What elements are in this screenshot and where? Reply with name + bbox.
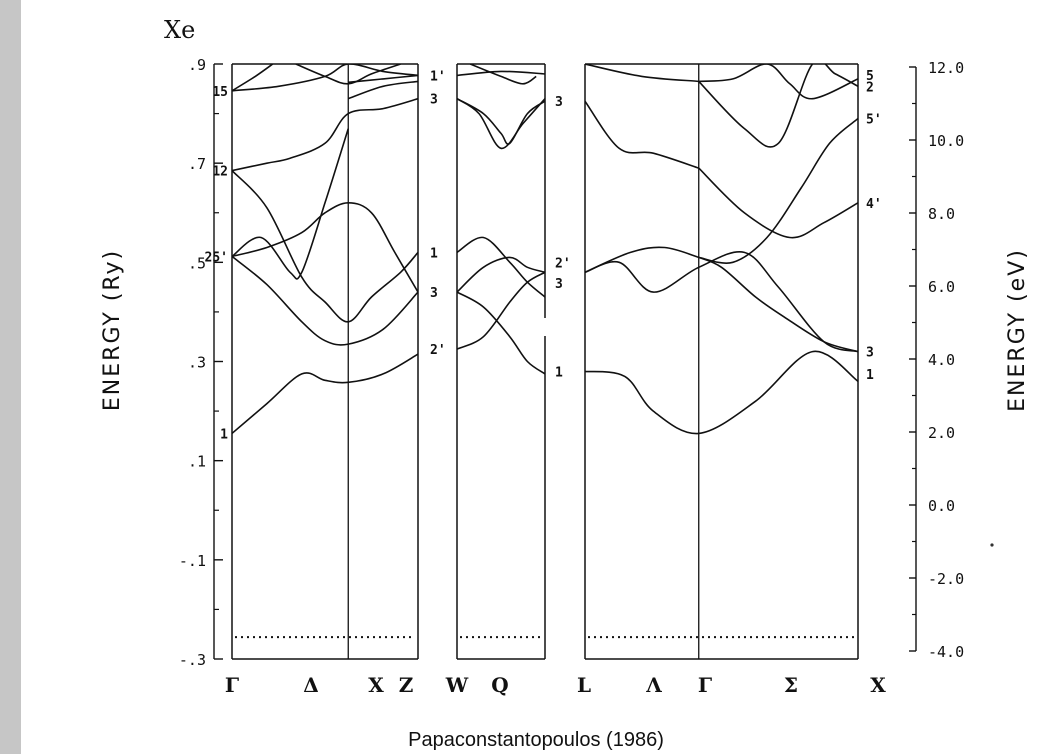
band-state-label: 5' — [866, 113, 882, 128]
chart-caption: Papaconstantopoulos (1986) — [408, 729, 664, 751]
right-tick-label: 10.0 — [928, 132, 964, 150]
k-point-label: X — [870, 673, 886, 697]
band-state-label: 3 — [866, 346, 874, 361]
right-tick-label: 8.0 — [928, 205, 955, 223]
band-line-p3-6 — [698, 167, 858, 239]
band-structure-chart: Xe ENERGY (Ry) ENERGY (eV) Papaconstanto… — [100, 16, 1030, 751]
chart-title: Xe — [164, 16, 195, 44]
right-tick-label: 4.0 — [928, 351, 955, 369]
bands-layer — [232, 64, 858, 435]
band-state-label: 4' — [866, 197, 882, 212]
band-line-p3-1 — [585, 350, 858, 435]
left-border-strip — [0, 0, 21, 754]
left-tick-label: -.1 — [179, 552, 206, 570]
band-line-p1-4 — [232, 128, 350, 280]
k-point-label: Γ — [225, 673, 239, 697]
band-line-p3-5 — [585, 100, 700, 169]
k-point-label: Δ — [303, 673, 319, 697]
band-line-p1-9 — [232, 64, 418, 92]
band-line-p2-6 — [457, 98, 545, 145]
right-tick-label: 6.0 — [928, 278, 955, 296]
band-state-label: 3 — [430, 93, 438, 108]
band-line-p1-7 — [348, 74, 418, 84]
band-line-p3-2 — [585, 251, 858, 353]
left-tick-label: .9 — [188, 56, 206, 74]
band-state-label: 12 — [212, 165, 228, 180]
k-point-label: Q — [491, 673, 508, 697]
axes-layer: .9 .7 .5 .3 .1 -.1 -.3 12.0 10.0 8.0 6.0 4.0 2.0 0.0 -… — [179, 56, 964, 669]
band-state-label: 15 — [212, 85, 228, 100]
band-line-p2-1 — [457, 271, 545, 350]
right-tick-label: 12.0 — [928, 59, 964, 77]
k-point-label: L — [577, 673, 591, 697]
band-line-p2-3 — [457, 256, 545, 293]
y-axis-title-left: ENERGY (Ry) — [100, 249, 125, 411]
band-line-p1-1 — [232, 353, 418, 435]
band-line-p3-3 — [585, 246, 700, 274]
band-line-p1-8 — [348, 80, 418, 100]
band-state-label: 3 — [555, 95, 563, 110]
band-line-p3-7 — [698, 117, 858, 264]
band-line-p2-7 — [457, 70, 545, 77]
right-tick-label: 0.0 — [928, 497, 955, 515]
left-tick-label: .5 — [188, 254, 206, 272]
left-tick-label: .3 — [188, 354, 206, 372]
band-line-p3-10 — [698, 64, 858, 148]
band-line-p1-11 — [295, 64, 401, 85]
band-line-p1-3 — [232, 201, 418, 293]
k-point-label: Γ — [698, 673, 712, 697]
k-point-label: W — [445, 673, 469, 697]
band-line-p3-4 — [698, 256, 858, 353]
band-state-label: 1' — [430, 69, 446, 84]
band-state-label: 1 — [220, 427, 228, 442]
band-state-label: 25' — [205, 250, 228, 265]
k-point-label: Σ — [784, 673, 798, 697]
band-line-p3-9 — [698, 64, 858, 100]
band-line-p2-2 — [457, 291, 545, 375]
band-state-label: 3 — [430, 286, 438, 301]
band-line-p1-10 — [232, 64, 274, 92]
k-point-label: X — [368, 673, 384, 697]
y-axis-title-right: ENERGY (eV) — [1005, 248, 1030, 412]
band-line-p2-4 — [457, 236, 545, 298]
band-line-p1-6 — [232, 97, 418, 172]
band-state-label: 3 — [555, 277, 563, 292]
band-line-p2-5 — [457, 98, 545, 150]
left-tick-label: .7 — [188, 155, 206, 173]
panels-layer — [231, 63, 859, 660]
band-state-label: 5 — [866, 69, 874, 84]
band-line-p3-8 — [585, 64, 699, 83]
band-state-label: 2 — [866, 80, 874, 95]
band-state-label: 1 — [866, 368, 874, 383]
left-tick-label: .1 — [188, 453, 206, 471]
right-tick-label: 2.0 — [928, 424, 955, 442]
right-tick-label: -4.0 — [928, 643, 964, 661]
band-line-p1-5 — [232, 170, 418, 323]
k-point-label: Z — [399, 673, 414, 697]
right-tick-label: -2.0 — [928, 570, 964, 588]
band-state-label: 2' — [555, 256, 571, 271]
k-point-label: Λ — [645, 673, 662, 697]
band-state-label: 2' — [430, 343, 446, 358]
band-line-p2-8 — [469, 64, 537, 85]
left-tick-label: -.3 — [179, 651, 206, 669]
stray-dot — [990, 543, 994, 547]
band-state-label: 1 — [555, 365, 563, 380]
band-state-label: 1 — [430, 246, 438, 261]
band-line-p1-2 — [232, 255, 418, 346]
